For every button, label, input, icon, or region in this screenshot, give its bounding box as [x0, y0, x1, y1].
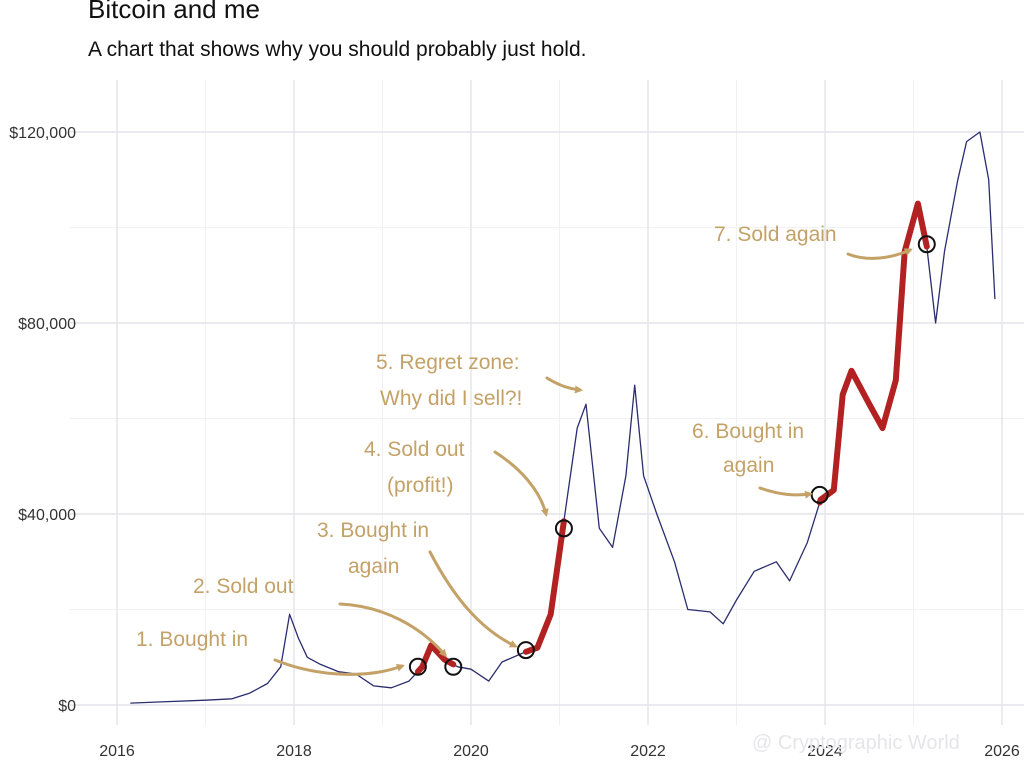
annotation-3-line-2: again	[348, 555, 399, 578]
x-tick-label: 2018	[276, 743, 312, 760]
annotation-1: 1. Bought in	[136, 628, 248, 651]
arrow-6	[760, 488, 810, 495]
y-tick-label: $120,000	[9, 125, 76, 142]
x-tick-label: 2020	[453, 743, 489, 760]
annotation-5: 5. Regret zone:	[376, 351, 520, 374]
annotations: 1. Bought in 2. Sold out 3. Bought in ag…	[136, 223, 837, 651]
annotation-3-line-1: 3. Bought in	[317, 519, 429, 542]
x-tick-label: 2022	[630, 743, 666, 760]
held-period-segment	[526, 521, 564, 652]
arrow-7	[848, 250, 910, 258]
watermark: @ Cryptographic World	[752, 732, 960, 754]
annotation-3b: again	[348, 555, 399, 578]
bitcoin-chart: $0 $40,000 $80,000 $120,000 2016 2018 2020 202…	[0, 0, 1024, 768]
annotation-4: 4. Sold out	[364, 438, 465, 461]
arrow-4	[495, 452, 546, 514]
y-axis: $0 $40,000 $80,000 $120,000	[9, 125, 76, 715]
annotation-5b: Why did I sell?!	[380, 387, 522, 410]
held-period-segment	[418, 645, 453, 671]
annotation-4-line-2: (profit!)	[387, 474, 454, 497]
held-periods	[418, 204, 927, 672]
held-period-segment	[820, 204, 927, 503]
y-tick-label: $40,000	[18, 507, 76, 524]
annotation-2-line-1: 2. Sold out	[193, 575, 294, 598]
x-tick-label: 2016	[99, 743, 135, 760]
annotation-6b: again	[723, 454, 774, 477]
annotation-6: 6. Bought in	[692, 420, 804, 443]
annotation-4b: (profit!)	[387, 474, 454, 497]
arrow-5	[547, 378, 580, 390]
y-tick-label: $0	[58, 698, 76, 715]
arrow-3	[430, 552, 515, 646]
annotation-5-line-1: 5. Regret zone:	[376, 351, 520, 374]
annotation-6-line-1: 6. Bought in	[692, 420, 804, 443]
annotation-3: 3. Bought in	[317, 519, 429, 542]
annotation-4-line-1: 4. Sold out	[364, 438, 465, 461]
annotation-6-line-2: again	[723, 454, 774, 477]
price-line	[130, 132, 995, 703]
annotation-5-line-2: Why did I sell?!	[380, 387, 522, 410]
annotation-7: 7. Sold again	[714, 223, 837, 246]
y-tick-label: $80,000	[18, 316, 76, 333]
annotation-1-line-1: 1. Bought in	[136, 628, 248, 651]
annotation-2: 2. Sold out	[193, 575, 294, 598]
annotation-7-line-1: 7. Sold again	[714, 223, 837, 246]
series	[130, 132, 995, 703]
x-tick-label: 2026	[984, 743, 1020, 760]
